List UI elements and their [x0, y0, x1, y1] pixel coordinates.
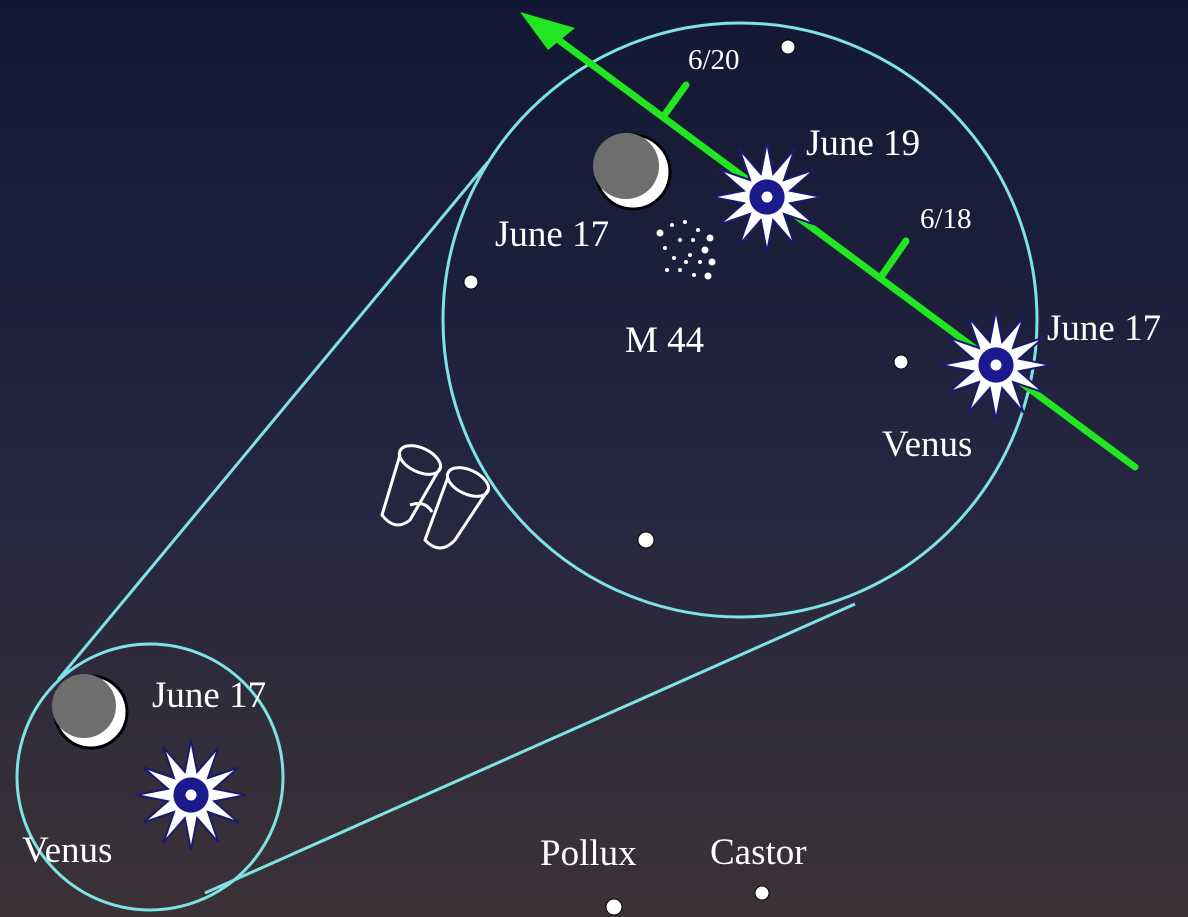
star-label: Castor: [710, 832, 807, 873]
moon-label: June 17: [495, 214, 609, 255]
cluster-star: [684, 260, 688, 264]
moon-dark: [52, 674, 116, 738]
cluster-star: [672, 256, 676, 260]
cluster-star: [657, 230, 664, 237]
cluster-star: [678, 238, 682, 242]
sky-chart: 6/20 June 19 6/18 June 17 M 44 June 17 V…: [0, 0, 1188, 917]
cluster-star: [698, 260, 702, 264]
star-dot: [638, 532, 654, 548]
cluster-star: [678, 268, 682, 272]
cluster-star: [663, 246, 667, 250]
cluster-star: [709, 259, 716, 266]
cluster-label: M 44: [625, 320, 704, 361]
cluster-star: [702, 247, 709, 254]
moon-label: June 17: [152, 675, 266, 716]
star-dot: [606, 899, 622, 915]
cluster-star: [705, 273, 712, 280]
moon-dark: [593, 133, 659, 199]
cluster-star: [670, 223, 674, 227]
moon: [52, 674, 127, 748]
venus-date-label: June 19: [806, 123, 920, 164]
star-dot: [894, 355, 908, 369]
page: {"big_view": {"moon_label": "June 17", "…: [0, 0, 1188, 917]
star-label: Pollux: [540, 833, 637, 874]
planet-label: Venus: [882, 424, 972, 465]
date-tick-label: 6/18: [920, 203, 972, 235]
cluster-star: [707, 235, 714, 242]
venus-date-label: June 17: [1047, 308, 1161, 349]
cluster-star: [692, 273, 696, 277]
star-dot: [755, 886, 769, 900]
date-tick-label: 6/20: [688, 44, 740, 76]
venus-center: [762, 192, 773, 203]
venus-center: [991, 360, 1002, 371]
moon: [593, 133, 670, 209]
cluster-star: [665, 268, 669, 272]
star-dot: [464, 275, 478, 289]
cluster-star: [683, 220, 687, 224]
star-dot: [781, 40, 795, 54]
venus-center: [186, 790, 197, 801]
planet-label: Venus: [22, 830, 112, 871]
cluster-star: [691, 238, 695, 242]
cluster-star: [696, 228, 700, 232]
cluster-star: [688, 253, 692, 257]
